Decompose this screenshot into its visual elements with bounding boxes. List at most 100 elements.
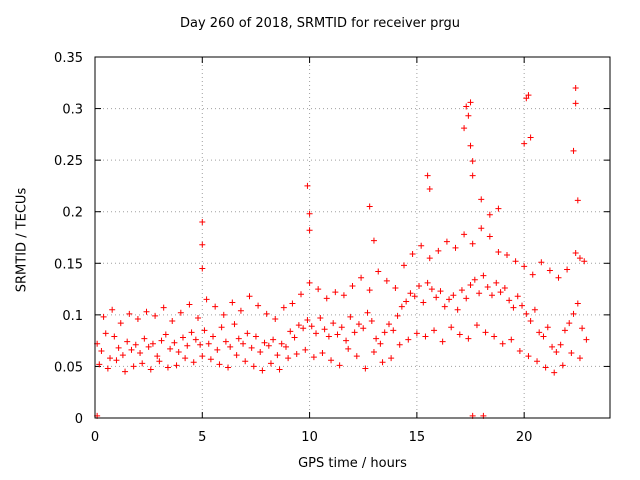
data-point (576, 255, 583, 262)
data-point (190, 359, 197, 366)
data-point (504, 252, 510, 259)
data-point (471, 276, 478, 283)
data-point (126, 310, 133, 317)
data-point (437, 288, 444, 295)
data-point (248, 344, 255, 351)
data-point (551, 369, 558, 376)
data-point (454, 306, 461, 313)
data-point (272, 315, 279, 322)
data-point (536, 329, 543, 336)
data-point (426, 186, 433, 193)
data-point (192, 336, 199, 343)
data-point (484, 284, 491, 291)
data-point (171, 339, 178, 346)
data-point (392, 285, 399, 292)
data-point (362, 365, 369, 372)
data-point (225, 364, 232, 371)
data-point (242, 358, 249, 365)
data-point (576, 355, 583, 362)
data-point (169, 318, 176, 325)
data-point (313, 330, 320, 337)
data-point (355, 321, 362, 328)
data-point (274, 352, 281, 359)
data-point (416, 282, 423, 289)
data-point (100, 313, 107, 320)
data-point (128, 346, 135, 353)
data-point (499, 340, 506, 347)
data-point (478, 196, 485, 203)
data-point (212, 303, 219, 310)
data-point (227, 343, 234, 350)
data-point (424, 279, 431, 286)
data-point (527, 134, 534, 141)
data-point (388, 355, 395, 362)
data-point (579, 325, 586, 332)
data-point (134, 315, 141, 322)
data-point (199, 219, 206, 226)
data-point (463, 103, 470, 110)
data-point (411, 293, 418, 300)
data-point (557, 341, 564, 348)
data-point (304, 317, 311, 324)
data-point (553, 348, 560, 355)
data-point (480, 272, 487, 279)
data-point (527, 318, 534, 325)
data-point (143, 308, 150, 315)
data-point (167, 345, 174, 352)
data-point (336, 362, 343, 369)
data-point (465, 112, 472, 119)
y-tick-label: 0.3 (62, 103, 83, 118)
data-point (450, 292, 457, 299)
data-point (137, 350, 144, 357)
data-point (467, 281, 474, 288)
data-point (370, 348, 377, 355)
data-point (531, 306, 538, 313)
data-point (291, 334, 298, 341)
data-point (542, 364, 549, 371)
data-point (476, 290, 483, 297)
data-point (546, 267, 553, 274)
data-point (495, 205, 502, 212)
data-point (149, 340, 156, 347)
data-point (345, 345, 352, 352)
data-point (463, 295, 470, 302)
data-point (124, 338, 131, 345)
plot-frame (94, 56, 611, 419)
data-point (235, 335, 242, 342)
data-point (360, 325, 367, 332)
data-point (381, 329, 388, 336)
data-point (358, 274, 365, 281)
data-point (107, 355, 114, 362)
data-point (486, 211, 493, 218)
grid-lines (95, 57, 610, 418)
data-point (409, 251, 416, 258)
data-point (461, 231, 468, 238)
data-point (332, 289, 339, 296)
data-point (122, 368, 129, 375)
data-point (111, 333, 118, 340)
y-tick-label: 0.35 (54, 51, 83, 66)
data-point (525, 92, 532, 99)
data-point (398, 303, 405, 310)
data-point (428, 286, 435, 293)
data-point (435, 247, 442, 254)
data-point (561, 327, 568, 334)
data-point (519, 302, 526, 309)
data-point (218, 324, 225, 331)
data-point (583, 336, 590, 343)
data-point (334, 331, 341, 338)
data-point (452, 244, 459, 251)
y-tick-label: 0.2 (62, 206, 83, 221)
data-point (456, 331, 463, 338)
data-point (467, 99, 474, 106)
data-point (152, 312, 159, 319)
axis-ticks: 0 0.05 0.1 0.15 0.2 0.25 0.3 0.35 0 5 10 15 20 (54, 51, 610, 445)
data-point (216, 361, 223, 368)
data-point (246, 293, 253, 300)
data-point (188, 329, 195, 336)
data-point (229, 299, 236, 306)
data-point (420, 299, 427, 306)
data-point (315, 286, 322, 293)
data-point (119, 352, 126, 359)
data-point (514, 293, 521, 300)
